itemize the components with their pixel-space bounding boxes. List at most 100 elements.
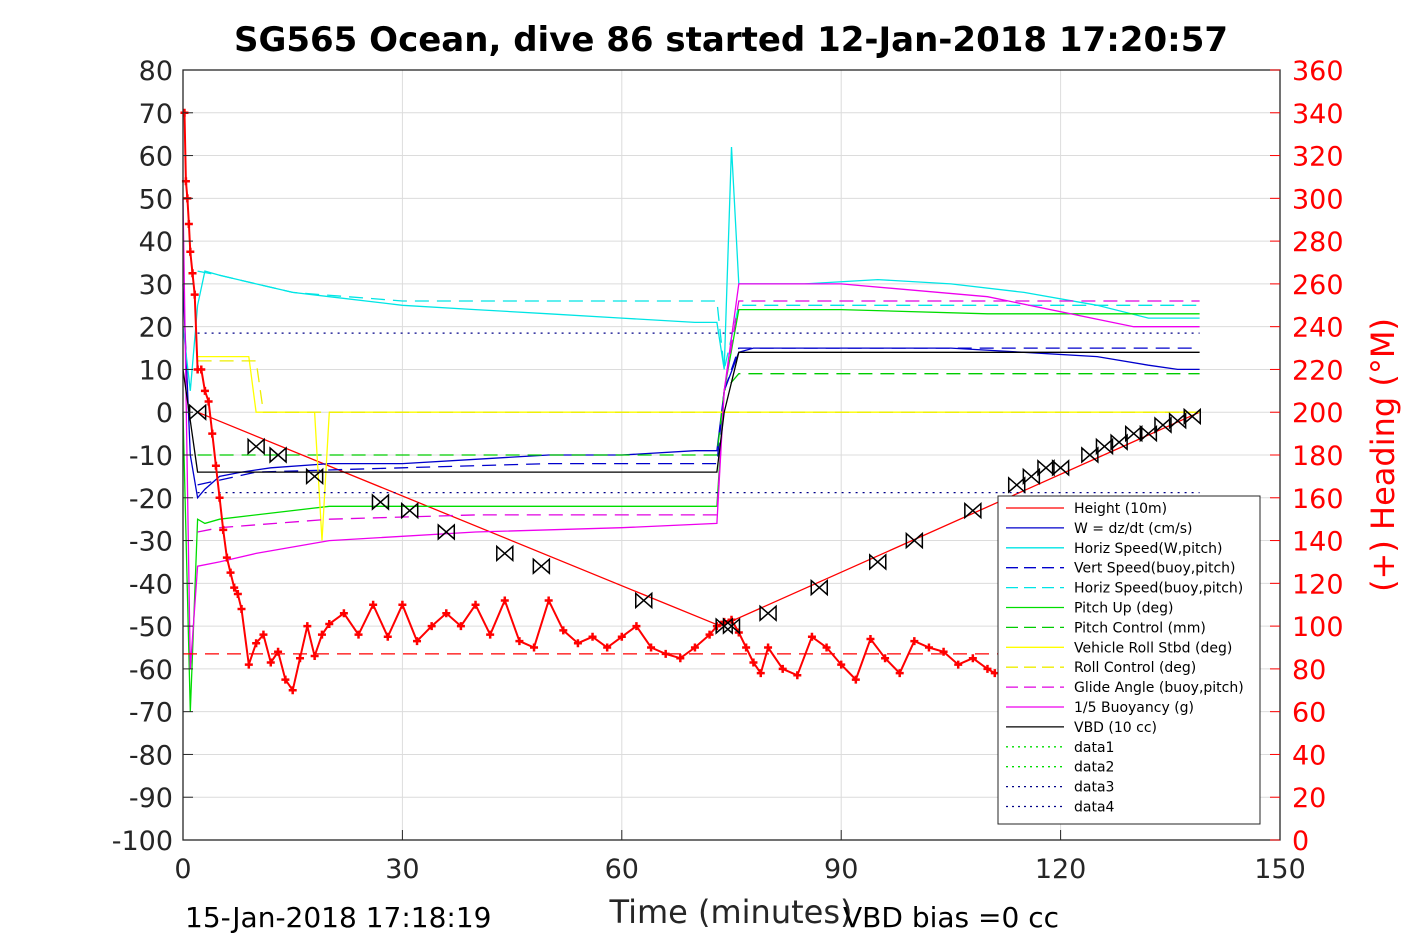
heading-point [317, 630, 326, 639]
heading-point [226, 568, 235, 577]
legend-label: Height (10m) [1074, 501, 1167, 517]
event-marker [869, 553, 887, 571]
x-tick-label: 60 [605, 854, 639, 885]
heading-point [237, 605, 246, 613]
heading-point [851, 675, 860, 684]
heading-point [866, 634, 875, 643]
left-tick-label: -80 [129, 740, 173, 771]
event-marker [634, 591, 653, 610]
right-tick-label: 120 [1292, 569, 1344, 600]
heading-point [500, 596, 509, 605]
right-tick-label: 360 [1292, 56, 1344, 87]
heading-point [983, 664, 992, 673]
right-tick-label: 0 [1292, 826, 1309, 857]
heading-point [354, 630, 363, 639]
x-tick-label: 0 [174, 854, 191, 885]
legend-label: Horiz Speed(buoy,pitch) [1074, 581, 1243, 597]
heading-point [742, 643, 751, 652]
event-marker [1110, 433, 1128, 451]
heading-point [259, 630, 268, 639]
legend-label: data2 [1074, 760, 1114, 776]
right-tick-label: 240 [1292, 313, 1344, 344]
heading-point [924, 643, 933, 652]
left-tick-label: -60 [129, 655, 173, 686]
heading-point [244, 660, 253, 669]
heading-point [197, 365, 206, 374]
marker-layer [188, 403, 1201, 635]
x-tick-label: 150 [1254, 854, 1306, 885]
heading-point [968, 654, 977, 663]
left-tick-label: -50 [129, 612, 173, 643]
heading-point [807, 632, 816, 641]
heading-point [281, 675, 290, 684]
series-roll_ctrl [197, 360, 1200, 413]
series-layer [182, 146, 1200, 712]
heading-point [603, 643, 612, 652]
left-tick-label: 30 [139, 270, 173, 301]
left-tick-label: -10 [129, 441, 173, 472]
left-axis-ticks: 80 70 60 50 40 30 20 10 0 -10 -20 -30 -40 -50 -60 -70 -8… [112, 56, 193, 857]
x-tick-label: 90 [824, 854, 858, 885]
heading-point [456, 622, 465, 631]
event-marker [496, 544, 514, 563]
heading-point [222, 553, 231, 562]
heading-point [647, 643, 656, 652]
heading-point [910, 637, 919, 646]
right-tick-label: 60 [1292, 698, 1326, 729]
event-marker [964, 501, 982, 520]
legend-label: Vehicle Roll Stbd (deg) [1074, 640, 1232, 656]
series-vbd [182, 351, 1200, 473]
left-tick-label: -30 [129, 527, 173, 558]
heading-point [190, 290, 199, 299]
heading-point [230, 583, 239, 592]
heading-point [690, 643, 699, 652]
right-tick-label: 20 [1292, 783, 1326, 814]
left-tick-label: -90 [129, 783, 173, 814]
event-marker [437, 523, 456, 541]
left-tick-label: 40 [139, 227, 173, 258]
event-marker [305, 467, 324, 486]
x-tick-label: 30 [385, 854, 419, 885]
right-tick-label: 260 [1292, 270, 1344, 301]
right-axis-label: (+) Heading (°M) [1364, 318, 1402, 592]
right-tick-label: 140 [1292, 527, 1344, 558]
heading-point [486, 630, 495, 639]
heading-point [215, 493, 224, 502]
right-tick-label: 100 [1292, 612, 1344, 643]
heading-point [895, 669, 904, 678]
event-marker [188, 403, 207, 421]
event-marker [371, 493, 390, 511]
legend-box [997, 495, 1261, 825]
legend-label: data3 [1074, 780, 1114, 796]
left-tick-label: -70 [129, 698, 173, 729]
legend-label: data1 [1074, 740, 1114, 756]
heading-point [184, 220, 193, 228]
heading-trace [183, 112, 996, 693]
legend-label: Roll Control (deg) [1074, 660, 1196, 676]
event-marker [1037, 459, 1055, 477]
right-tick-label: 300 [1292, 184, 1344, 215]
right-axis-ticks: 3603403203002802602402202001801601401201… [1270, 56, 1344, 857]
heading-point [705, 630, 714, 639]
heading-point [573, 639, 582, 648]
event-marker [759, 604, 777, 622]
heading-point [296, 654, 305, 663]
heading-point [413, 637, 422, 646]
heading-point [186, 247, 195, 256]
event-marker [1168, 412, 1187, 430]
event-marker [905, 531, 924, 550]
heading-point [427, 622, 436, 631]
heading-point [544, 596, 553, 605]
left-tick-label: 70 [139, 99, 173, 130]
heading-point [515, 637, 524, 646]
heading-point [559, 626, 568, 635]
heading-point [939, 647, 948, 656]
event-marker [532, 557, 551, 575]
x-axis-label: Time (minutes) [609, 893, 853, 931]
right-tick-label: 160 [1292, 484, 1344, 515]
series-pitch_up [182, 308, 1200, 712]
event-marker [269, 446, 287, 464]
heading-point [617, 632, 626, 641]
heading-point [990, 669, 999, 678]
